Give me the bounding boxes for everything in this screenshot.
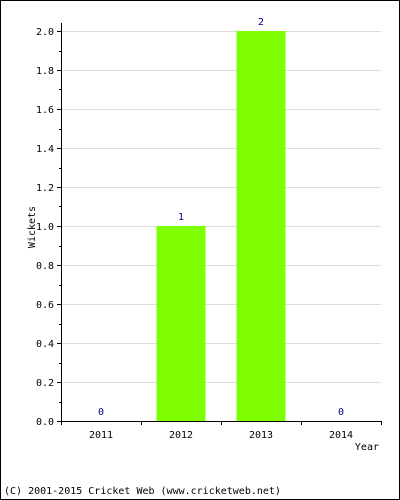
x-tick-label: 2014 (329, 430, 353, 441)
bar-data-label: 0 (98, 407, 104, 418)
y-tick-label: 1.4 (36, 144, 54, 155)
y-tick-label: 0.2 (36, 378, 54, 389)
y-tick-label: 2.0 (36, 27, 54, 38)
y-tick-label: 1.6 (36, 105, 54, 116)
bar-data-label: 1 (178, 212, 184, 223)
copyright-credit: (C) 2001-2015 Cricket Web (www.cricketwe… (4, 486, 281, 497)
y-tick-label: 0.8 (36, 261, 54, 272)
y-tick-label: 0.6 (36, 300, 54, 311)
gridlines (61, 31, 381, 383)
y-axis-title: Wickets (27, 206, 38, 248)
bar (236, 31, 286, 421)
x-tick-label: 2013 (249, 430, 273, 441)
axes (57, 23, 382, 425)
y-tick-label: 0.0 (36, 417, 54, 428)
bar-data-label: 2 (258, 17, 264, 28)
x-axis-title: Year (355, 442, 379, 453)
bars (156, 31, 286, 421)
bar-data-label: 0 (338, 407, 344, 418)
bar (156, 226, 206, 421)
y-tick-label: 1.2 (36, 183, 54, 194)
y-tick-label: 0.4 (36, 339, 54, 350)
wickets-by-year-chart: 0.0 0.2 0.4 0.6 0.8 1.0 1.2 1.4 1.6 1.8 2.0 0 2011 1 2… (27, 17, 382, 453)
y-tick-label: 1.0 (36, 222, 54, 233)
y-tick-label: 1.8 (36, 66, 54, 77)
x-tick-label: 2012 (169, 430, 193, 441)
x-tick-label: 2011 (89, 430, 113, 441)
labels: 0.0 0.2 0.4 0.6 0.8 1.0 1.2 1.4 1.6 1.8 2.0 0 2011 1 2… (36, 17, 353, 441)
